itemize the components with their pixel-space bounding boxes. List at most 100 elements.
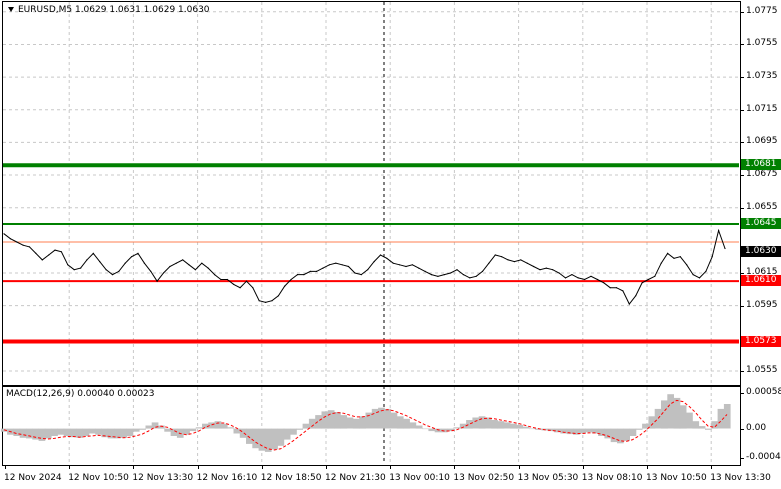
- macd-histogram-bar: [679, 405, 687, 429]
- macd-histogram-bar: [352, 418, 360, 429]
- price-tick-label: 1.0675: [746, 169, 778, 180]
- price-point: [488, 262, 490, 264]
- macd-histogram-bar: [296, 428, 303, 430]
- symbol-header: EURUSD,M5 1.0629 1.0631 1.0629 1.0630: [8, 5, 210, 15]
- macd-tick-label: 0.00: [746, 422, 767, 433]
- price-tick-mark: [740, 44, 744, 46]
- macd-histogram-bar: [591, 428, 599, 434]
- macd-tick-label: 0.00058: [746, 387, 781, 397]
- macd-histogram-bar: [202, 423, 209, 429]
- price-point: [507, 259, 509, 261]
- price-point: [245, 280, 248, 282]
- macd-histogram-bar: [107, 428, 115, 439]
- price-point: [571, 274, 573, 276]
- price-point: [169, 265, 171, 268]
- price-point: [667, 252, 669, 254]
- macd-histogram-bar: [126, 428, 134, 436]
- macd-histogram-bar: [44, 428, 52, 439]
- macd-histogram-bar: [497, 421, 505, 429]
- level-price-badge: 1.0573: [741, 335, 781, 347]
- price-tick-label: 1.0695: [746, 136, 778, 147]
- macd-histogram-bar: [686, 412, 693, 429]
- macd-histogram-bar: [88, 428, 96, 434]
- macd-histogram-bar: [170, 428, 178, 436]
- macd-histogram-bar: [535, 428, 542, 430]
- price-point: [373, 261, 375, 263]
- macd-histogram-bar: [422, 428, 429, 430]
- macd-histogram-bar: [642, 423, 649, 429]
- macd-histogram-bar: [648, 416, 656, 429]
- price-point: [660, 262, 662, 264]
- time-tick-mark: [518, 465, 520, 469]
- macd-histogram-bar: [158, 425, 165, 429]
- price-point: [679, 256, 681, 258]
- price-point: [615, 287, 618, 289]
- price-point: [80, 267, 82, 269]
- macd-histogram-bar: [214, 421, 222, 429]
- price-point: [309, 270, 311, 272]
- price-point: [226, 278, 228, 281]
- price-point: [22, 244, 24, 246]
- macd-histogram-bar: [82, 428, 90, 436]
- price-point: [411, 264, 413, 266]
- price-point: [316, 270, 318, 272]
- macd-histogram-bar: [264, 428, 272, 452]
- macd-histogram-bar: [547, 428, 555, 432]
- price-point: [641, 282, 643, 284]
- price-point: [111, 274, 114, 276]
- macd-histogram-bar: [566, 428, 574, 435]
- macd-histogram-bar: [409, 422, 417, 429]
- macd-histogram-bar: [252, 428, 259, 449]
- macd-histogram-bar: [617, 428, 624, 444]
- current-price-badge: 1.0630: [741, 245, 781, 257]
- time-tick-mark: [390, 465, 392, 469]
- time-tick-mark: [133, 465, 135, 469]
- macd-histogram-bar: [384, 408, 392, 429]
- price-point: [718, 229, 720, 232]
- collapse-triangle-icon[interactable]: [8, 7, 14, 12]
- price-point: [552, 269, 554, 271]
- macd-histogram-bar: [145, 425, 153, 429]
- macd-histogram-bar: [271, 428, 278, 450]
- macd-histogram-bar: [629, 428, 637, 436]
- price-chart-panel[interactable]: [2, 1, 741, 386]
- macd-histogram-bar: [308, 418, 316, 429]
- price-point: [322, 267, 324, 269]
- price-point: [533, 265, 535, 268]
- price-point: [335, 262, 337, 264]
- macd-histogram-bar: [390, 412, 398, 429]
- macd-histogram-bar: [635, 428, 643, 430]
- price-point: [233, 283, 235, 285]
- price-tick-mark: [740, 272, 744, 274]
- macd-histogram-bar: [579, 428, 586, 434]
- price-tick-mark: [740, 109, 744, 111]
- price-point: [360, 274, 362, 276]
- macd-histogram-bar: [302, 423, 310, 429]
- price-point: [194, 269, 196, 271]
- price-tick-label: 1.0735: [746, 71, 778, 82]
- price-point: [175, 262, 177, 264]
- price-tick-mark: [740, 77, 744, 79]
- time-tick-mark: [582, 465, 584, 469]
- price-point: [252, 287, 254, 289]
- time-tick-label: 13 Nov 08:10: [581, 473, 643, 483]
- price-point: [182, 259, 184, 261]
- price-point: [284, 285, 286, 287]
- price-tick-mark: [740, 11, 744, 13]
- price-point: [628, 303, 630, 305]
- macd-label: MACD(12,26,9) 0.00040 0.00023: [6, 389, 155, 399]
- macd-histogram-bar: [26, 428, 33, 439]
- macd-histogram-bar: [485, 417, 492, 429]
- price-point: [354, 272, 356, 274]
- price-point: [437, 275, 439, 277]
- price-point: [379, 254, 382, 256]
- macd-histogram-bar: [70, 428, 77, 438]
- price-point: [271, 300, 273, 302]
- price-point: [156, 280, 158, 282]
- price-point: [35, 252, 37, 254]
- price-point: [303, 274, 305, 276]
- time-tick-label: 13 Nov 02:50: [453, 473, 515, 483]
- macd-histogram-bar: [13, 428, 21, 436]
- price-tick-label: 1.0755: [746, 38, 778, 49]
